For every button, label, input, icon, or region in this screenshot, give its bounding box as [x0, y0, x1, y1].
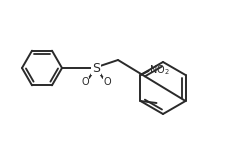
Text: S: S — [92, 61, 100, 75]
Text: O: O — [103, 77, 111, 87]
Text: NO$_2$: NO$_2$ — [149, 63, 170, 77]
Text: O: O — [81, 77, 89, 87]
